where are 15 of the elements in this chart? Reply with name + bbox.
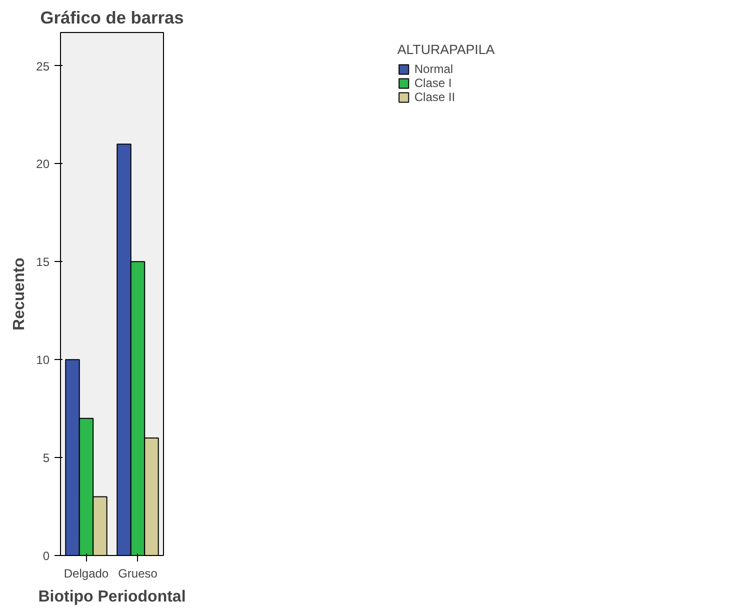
y-tick-label: 20: [36, 157, 50, 172]
x-tick-label: Delgado: [64, 566, 109, 580]
y-tick-label: 0: [42, 549, 50, 563]
y-tick-label: 25: [36, 59, 50, 74]
legend-label: Normal: [414, 62, 454, 76]
y-tick-label: 15: [36, 255, 50, 270]
chart-title: Gráfico de barras: [40, 8, 184, 28]
y-axis-title: Recuento: [11, 257, 28, 330]
x-tick-label: Grueso: [118, 566, 158, 580]
x-axis-title: Biotipo Periodontal: [38, 588, 186, 606]
legend-title: ALTURAPAPILA: [397, 42, 495, 57]
legend-label: Clase I: [414, 76, 452, 90]
y-tick-label: 10: [36, 353, 50, 368]
y-tick-label: 5: [42, 451, 50, 466]
legend-label: Clase II: [414, 90, 456, 104]
